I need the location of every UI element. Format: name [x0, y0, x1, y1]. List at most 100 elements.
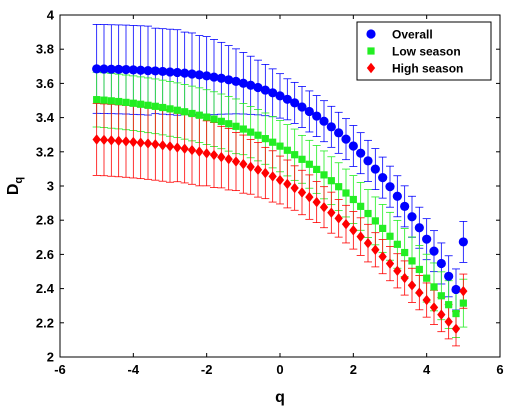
point-low-season	[100, 96, 108, 104]
point-low-season	[371, 217, 379, 225]
point-low-season	[166, 105, 174, 113]
x-tick-label: 4	[423, 362, 431, 377]
point-low-season	[357, 202, 365, 210]
point-overall	[370, 164, 380, 174]
y-tick-label: 3.8	[36, 42, 54, 57]
point-high-season	[290, 182, 299, 194]
point-overall	[297, 102, 307, 112]
point-low-season	[291, 151, 299, 159]
point-low-season	[239, 125, 247, 133]
point-overall	[187, 69, 197, 79]
point-low-season	[349, 195, 357, 204]
point-low-season	[181, 108, 189, 116]
legend-marker-low-season	[367, 47, 375, 55]
point-overall	[341, 134, 351, 144]
point-high-season	[246, 161, 255, 173]
point-low-season	[364, 209, 372, 218]
legend-label-low-season: Low season	[392, 45, 461, 59]
point-overall	[194, 70, 204, 80]
point-low-season	[313, 165, 321, 174]
y-tick-label: 2.8	[36, 213, 54, 228]
point-overall	[378, 173, 388, 183]
point-low-season	[247, 128, 255, 136]
point-overall	[458, 237, 468, 247]
y-tick-label: 3.4	[36, 110, 55, 125]
legend-marker-high-season	[366, 62, 376, 74]
point-high-season	[378, 251, 387, 262]
point-overall	[436, 258, 446, 269]
point-high-season	[224, 153, 233, 165]
point-high-season	[180, 143, 189, 154]
point-overall	[246, 80, 256, 90]
point-overall	[216, 73, 226, 83]
point-overall	[319, 116, 329, 126]
point-overall	[407, 212, 417, 222]
point-high-season	[217, 151, 226, 163]
point-high-season	[151, 139, 160, 150]
point-overall	[268, 88, 278, 98]
legend-label-high-season: High season	[392, 62, 463, 76]
point-high-season	[444, 316, 453, 327]
point-low-season	[423, 274, 431, 282]
point-overall	[260, 85, 270, 95]
point-high-season	[195, 146, 204, 157]
point-low-season	[151, 102, 159, 110]
y-axis-label: Dq	[5, 177, 25, 195]
y-tick-label: 3	[47, 179, 54, 194]
point-overall	[304, 106, 314, 117]
x-tick-label: -4	[128, 362, 140, 377]
point-overall	[231, 76, 241, 86]
point-low-season	[115, 97, 123, 106]
point-high-season	[209, 149, 219, 161]
x-tick-label: -2	[201, 362, 213, 377]
point-low-season	[210, 115, 218, 123]
point-low-season	[195, 111, 203, 119]
point-high-season	[319, 202, 329, 213]
point-overall	[136, 65, 146, 75]
point-overall	[334, 128, 344, 138]
y-tick-label: 2.4	[36, 281, 55, 296]
point-low-season	[401, 248, 409, 257]
x-tick-label: -6	[54, 362, 66, 377]
point-overall	[180, 68, 190, 78]
point-low-season	[386, 232, 394, 240]
point-high-season	[165, 141, 175, 152]
point-high-season	[231, 156, 241, 167]
point-high-season	[385, 258, 395, 269]
point-overall	[392, 191, 402, 201]
point-low-season	[203, 113, 211, 121]
point-low-season	[217, 117, 225, 125]
data-markers	[92, 64, 468, 334]
point-overall	[451, 284, 461, 295]
point-low-season	[298, 155, 306, 163]
point-high-season	[371, 244, 380, 255]
point-low-season	[393, 240, 401, 248]
point-low-season	[379, 224, 387, 233]
point-low-season	[459, 299, 467, 307]
point-high-season	[173, 142, 182, 153]
point-low-season	[159, 103, 167, 112]
point-high-season	[297, 187, 307, 198]
point-high-season	[429, 302, 439, 313]
point-low-season	[254, 131, 262, 139]
ticks: -6 -4 -2 0 2 4 6 2 2.2 2.4 2.6 2.8 3 3.2 3.4 3.6 3.8 4	[36, 8, 504, 378]
point-high-season	[400, 272, 409, 284]
point-high-season	[136, 137, 145, 148]
point-overall	[326, 122, 336, 132]
point-low-season	[415, 265, 423, 274]
point-low-season	[122, 98, 130, 106]
point-overall	[348, 141, 358, 151]
point-overall	[158, 66, 168, 77]
point-overall	[422, 234, 432, 244]
point-overall	[356, 148, 366, 158]
legend: Overall Low season High season	[356, 21, 492, 81]
point-overall	[312, 111, 322, 121]
legend-label-overall: Overall	[392, 28, 433, 42]
point-overall	[209, 72, 219, 82]
point-overall	[429, 246, 439, 256]
point-low-season	[342, 189, 350, 197]
point-overall	[106, 64, 116, 74]
point-low-season	[137, 100, 145, 108]
point-high-season	[356, 231, 365, 242]
legend-box	[356, 21, 492, 81]
